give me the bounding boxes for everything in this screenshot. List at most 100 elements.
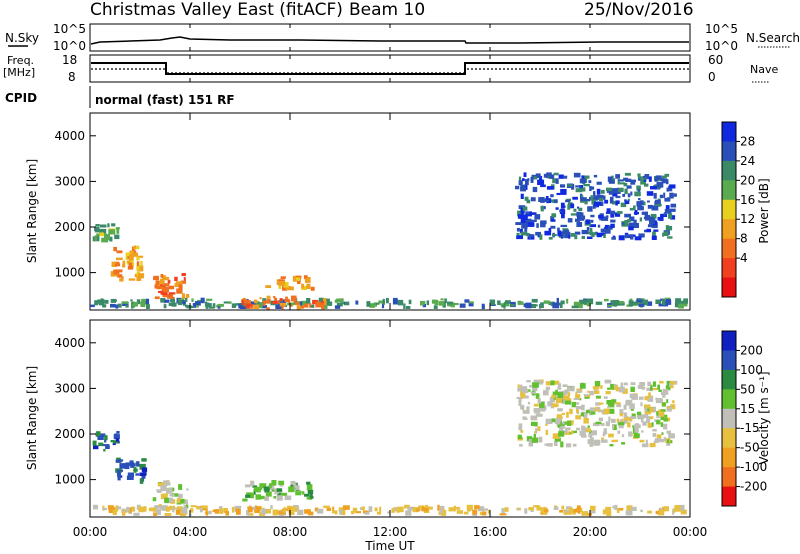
power-cell xyxy=(279,298,283,302)
velocity-cell xyxy=(131,506,135,512)
velocity-panel: 4000 3000 2000 1000 Slant Range [km] 200 100… xyxy=(25,319,771,518)
power-cell xyxy=(168,292,176,295)
power-cell xyxy=(637,189,641,193)
velocity-cell xyxy=(587,439,592,445)
power-cell xyxy=(136,261,140,266)
power-cell xyxy=(632,179,636,183)
velocity-cell xyxy=(594,390,600,394)
velocity-cell xyxy=(117,506,122,510)
power-cell xyxy=(666,187,669,192)
velocity-cell xyxy=(535,393,540,399)
velocity-cell xyxy=(284,495,292,501)
power-cell xyxy=(629,216,635,222)
power-cell xyxy=(579,185,583,191)
velocity-cell xyxy=(587,390,590,393)
power-cell xyxy=(522,206,528,211)
power-cell xyxy=(588,219,594,223)
velocity-cell xyxy=(589,505,596,511)
power-cell xyxy=(204,301,208,307)
power-cell xyxy=(378,300,385,304)
power-colorbar-swatch xyxy=(722,141,736,162)
velocity-cell xyxy=(517,384,520,390)
power-cell xyxy=(323,298,327,303)
velocity-cell xyxy=(182,499,188,505)
velocity-cell xyxy=(533,434,536,439)
power-cell xyxy=(604,228,611,234)
power-cell xyxy=(540,302,544,308)
velocity-cell xyxy=(639,439,645,443)
power-cell xyxy=(654,199,661,205)
power-cell xyxy=(557,227,560,231)
velocity-cell xyxy=(178,484,183,490)
velocity-cell xyxy=(644,404,651,410)
power-cell xyxy=(94,300,98,306)
velocity-cell xyxy=(625,510,633,516)
velocity-cell xyxy=(612,505,617,509)
velocity-cell xyxy=(533,379,539,383)
power-cell xyxy=(573,301,581,307)
velocity-cell xyxy=(561,430,568,434)
power-colorbar-tick: 8 xyxy=(740,232,748,246)
velocity-cell xyxy=(393,507,400,512)
power-cell xyxy=(539,304,542,309)
velocity-cell xyxy=(577,389,582,393)
power-cell xyxy=(583,184,590,187)
velocity-cell xyxy=(610,383,614,390)
power-cell xyxy=(96,233,100,239)
velocity-cell xyxy=(587,425,590,428)
cpid-label: CPID xyxy=(5,91,37,105)
velocity-cell xyxy=(453,505,456,512)
power-cell xyxy=(312,299,319,305)
power-cell xyxy=(555,207,559,210)
power-cell xyxy=(638,198,641,201)
power-cell xyxy=(274,297,278,302)
velocity-cell xyxy=(634,423,640,429)
power-cell xyxy=(590,214,595,218)
power-cell xyxy=(635,299,640,306)
velocity-cell xyxy=(623,416,629,421)
power-cell xyxy=(584,200,588,205)
velocity-cell xyxy=(412,507,419,513)
velocity-cell xyxy=(501,508,505,514)
power-cell xyxy=(644,214,651,221)
velocity-cell xyxy=(479,512,483,515)
velocity-cell xyxy=(231,506,235,513)
power-cell xyxy=(663,231,669,236)
power-cell xyxy=(643,179,647,182)
velocity-cell xyxy=(659,380,664,384)
power-cell xyxy=(615,212,621,217)
velocity-cell xyxy=(555,397,562,403)
velocity-cell xyxy=(576,427,581,431)
velocity-cell xyxy=(560,425,565,429)
power-cell xyxy=(137,255,144,258)
velocity-cell xyxy=(517,387,523,392)
velocity-cell xyxy=(274,488,279,495)
velocity-cell xyxy=(615,387,621,392)
velocity-cell xyxy=(531,437,539,443)
velocity-cell xyxy=(138,506,145,513)
velocity-cell xyxy=(266,508,271,514)
velocity-cell xyxy=(290,484,294,488)
power-cell xyxy=(610,223,615,228)
power-cell xyxy=(637,177,642,181)
velocity-cell xyxy=(609,408,615,414)
velocity-cell xyxy=(573,509,581,513)
velocity-cell xyxy=(656,411,659,416)
power-colorbar-label: Power [dB] xyxy=(757,178,771,243)
velocity-cell xyxy=(314,507,319,512)
power-cell xyxy=(282,285,288,291)
velocity-cell xyxy=(244,484,251,488)
velocity-cell xyxy=(440,509,447,516)
power-cell xyxy=(111,223,116,227)
velocity-cell xyxy=(586,428,591,432)
power-cell xyxy=(537,179,545,185)
velocity-cell xyxy=(519,384,523,389)
velocity-cell xyxy=(623,412,628,418)
freq-panel: Freq. [MHz] 18 8 60 0 Nave xyxy=(3,53,778,84)
velocity-cell xyxy=(655,398,663,404)
power-cell xyxy=(159,278,165,285)
velocity-cell xyxy=(536,505,541,511)
velocity-cell xyxy=(612,424,615,429)
power-cell xyxy=(643,175,646,179)
power-cell xyxy=(200,297,205,304)
